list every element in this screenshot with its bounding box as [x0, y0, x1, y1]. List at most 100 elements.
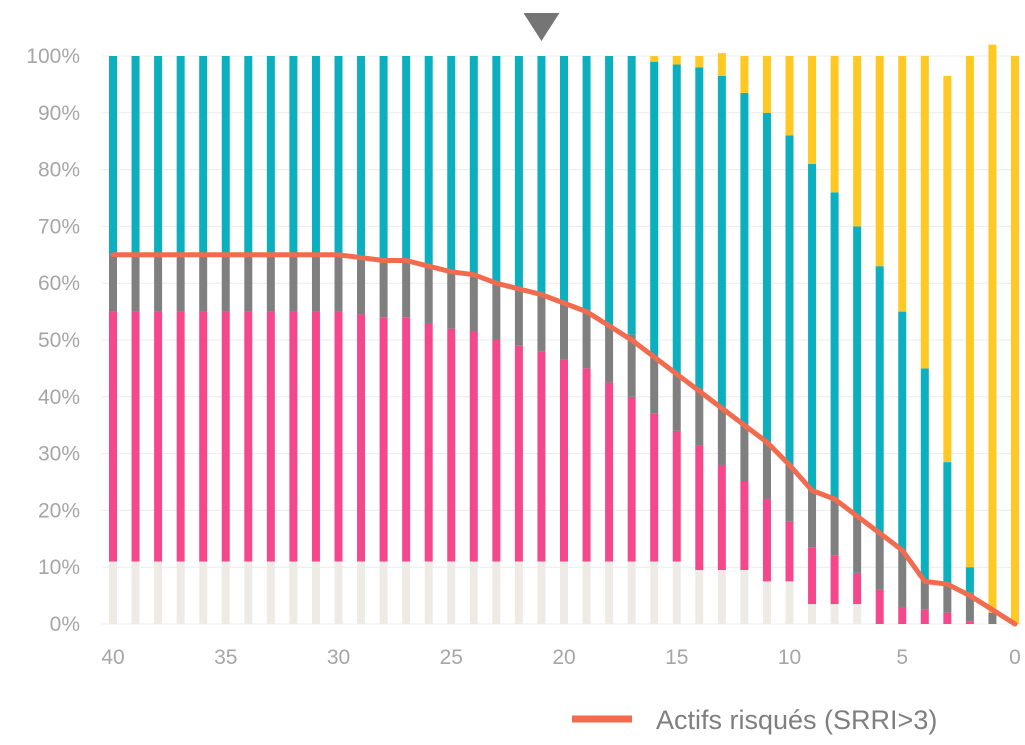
bar-segment	[762, 499, 771, 582]
x-axis-ticks: 40 35 30 25 20 15 10 5 0	[101, 646, 1021, 669]
bar-segment	[244, 56, 253, 255]
x-tick-label: 30	[327, 646, 350, 669]
bar-segment	[447, 271, 456, 329]
bar-segment	[131, 311, 140, 562]
bar-segment	[808, 547, 817, 605]
bar-stacks	[109, 44, 1019, 624]
bar-segment	[717, 464, 726, 571]
risk-line	[110, 252, 1018, 627]
bar-segment	[808, 490, 817, 548]
bar-segment	[469, 331, 478, 562]
bar-segment	[717, 75, 726, 409]
y-tick-label: 90%	[38, 102, 80, 125]
bar-segment	[537, 294, 546, 352]
bar-segment	[898, 606, 907, 624]
bar-segment	[514, 345, 523, 562]
bar-segment	[650, 413, 659, 562]
bar-segment	[199, 254, 208, 312]
bar-segment	[717, 53, 726, 76]
bar-segment	[176, 254, 185, 312]
bar-segment	[853, 56, 862, 227]
bar-segment	[176, 561, 185, 624]
bar-segment	[402, 56, 411, 261]
bar-segment	[672, 430, 681, 562]
bar-segment	[582, 561, 591, 624]
bar-segment	[379, 260, 388, 318]
bar-segment	[289, 311, 298, 562]
bar-segment	[672, 561, 681, 624]
bar-segment	[875, 56, 884, 267]
x-tick-label: 15	[665, 646, 688, 669]
bar-segment	[560, 561, 568, 624]
y-axis-ticks: 0% 10% 20% 30% 40% 50% 60% 70% 80% 90% 100%	[26, 45, 80, 636]
bar-segment	[875, 266, 884, 534]
bar-segment	[650, 56, 659, 62]
bar-segment	[266, 254, 275, 312]
bar-segment	[514, 56, 523, 289]
x-tick-label: 10	[778, 646, 801, 669]
y-tick-label: 30%	[38, 443, 80, 466]
bar-segment	[988, 612, 997, 624]
bar-segment	[424, 322, 433, 562]
y-tick-label: 20%	[38, 499, 80, 522]
bar-segment	[379, 561, 388, 624]
bar-segment	[424, 56, 433, 267]
bar-segment	[808, 604, 817, 624]
y-tick-label: 80%	[38, 159, 80, 182]
y-tick-label: 50%	[38, 329, 80, 352]
bar-segment	[402, 317, 411, 562]
bar-segment	[402, 260, 411, 318]
line-series	[110, 252, 1018, 627]
bar-segment	[943, 462, 952, 585]
bar-segment	[762, 581, 771, 624]
bar-segment	[920, 56, 929, 369]
x-tick-label: 25	[440, 646, 463, 669]
bar-segment	[154, 56, 163, 255]
bar-segment	[988, 44, 997, 613]
bar-segment	[469, 274, 478, 332]
bar-segment	[605, 561, 614, 624]
bar-segment	[154, 254, 163, 312]
bar-segment	[695, 56, 704, 68]
bar-segment	[334, 561, 343, 624]
bar-segment	[830, 499, 839, 556]
bar-segment	[244, 311, 253, 562]
bar-segment	[221, 311, 230, 562]
bar-segment	[965, 567, 974, 593]
bar-segment	[560, 303, 568, 360]
legend: Actifs risqués (SRRI>3)	[572, 705, 937, 735]
bar-segment	[605, 382, 614, 562]
bar-segment	[605, 56, 614, 326]
bar-segment	[740, 425, 749, 482]
bar-segment	[266, 311, 275, 562]
y-tick-label: 60%	[38, 272, 80, 295]
bar-segment	[379, 56, 388, 261]
bar-segment	[176, 311, 185, 562]
x-tick-label: 35	[214, 646, 237, 669]
bar-segment	[492, 340, 501, 562]
bar-segment	[109, 311, 117, 562]
bar-segment	[424, 266, 433, 323]
bar-segment	[853, 226, 862, 517]
bar-segment	[537, 56, 546, 295]
bar-segment	[311, 311, 320, 562]
bar-segment	[424, 561, 433, 624]
bar-segment	[830, 192, 839, 500]
bar-segment	[920, 368, 929, 582]
bar-segment	[582, 311, 591, 369]
bar-segment	[266, 561, 275, 624]
bar-segment	[311, 254, 320, 312]
bar-segment	[154, 311, 163, 562]
bar-segment	[469, 56, 478, 275]
bar-segment	[943, 75, 952, 463]
bar-segment	[266, 56, 275, 255]
bar-segment	[920, 581, 929, 610]
bar-segment	[965, 56, 974, 568]
bar-segment	[672, 374, 681, 431]
bar-segment	[334, 56, 343, 255]
bar-segment	[965, 592, 974, 622]
bar-segment	[379, 317, 388, 562]
bar-segment	[898, 311, 907, 551]
y-tick-label: 0%	[50, 613, 80, 636]
bar-segment	[717, 408, 726, 465]
